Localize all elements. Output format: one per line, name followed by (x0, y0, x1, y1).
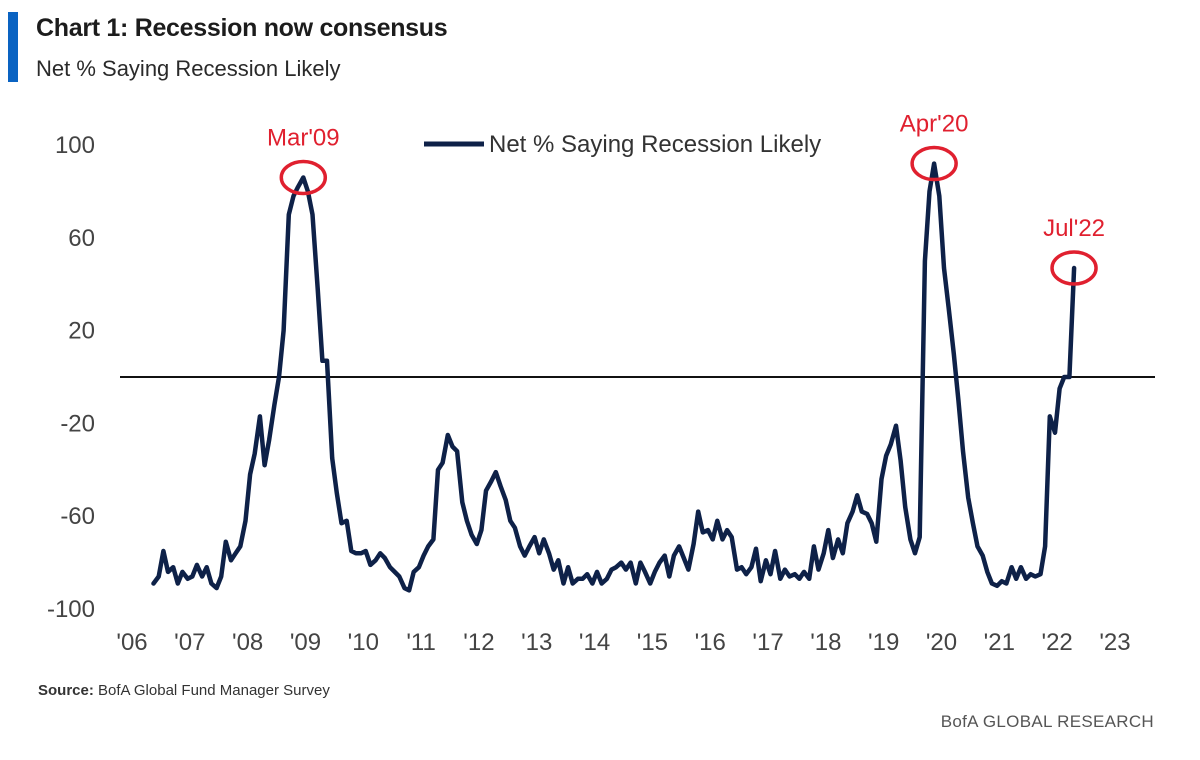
annotation-circle (1050, 250, 1098, 286)
x-tick-label: '14 (579, 629, 610, 656)
x-tick-label: '10 (348, 629, 379, 656)
annotation-circle (279, 159, 328, 196)
y-tick-label: -20 (60, 410, 95, 437)
x-tick-label: '21 (984, 629, 1015, 656)
x-axis-ticks: '06 '07 '08 '09 '10 '11 '12 '13 '14 '15 '16 '17 '18 '… (116, 629, 1130, 656)
y-tick-label: -100 (47, 596, 95, 623)
source-label: Source: (38, 682, 94, 699)
x-tick-label: '08 (232, 629, 263, 656)
x-tick-label: '20 (926, 629, 957, 656)
y-tick-label: -60 (60, 503, 95, 530)
x-tick-label: '23 (1099, 629, 1130, 656)
x-tick-label: '12 (463, 629, 494, 656)
y-tick-label: 20 (68, 318, 95, 345)
x-tick-label: '16 (695, 629, 726, 656)
brand-label: BofA GLOBAL RESEARCH (940, 712, 1154, 731)
peak-annotations: Mar'09 Apr'20 Jul'22 (267, 111, 1105, 286)
x-tick-label: '11 (406, 629, 436, 656)
series-line-net-recession-likely (151, 161, 1077, 593)
source-note: Source: BofA Global Fund Manager Survey (38, 682, 330, 699)
x-tick-label: '13 (521, 629, 552, 656)
legend: Net % Saying Recession Likely (424, 131, 821, 158)
y-tick-label: 100 (55, 132, 95, 159)
y-tick-label: 60 (68, 225, 95, 252)
chart-subtitle: Net % Saying Recession Likely (36, 56, 341, 81)
x-tick-label: '18 (810, 629, 841, 656)
title-accent-bar (8, 12, 18, 82)
annotation-label: Apr'20 (900, 111, 969, 138)
x-tick-label: '07 (174, 629, 205, 656)
annotation-label: Mar'09 (267, 124, 340, 151)
chart-title: Chart 1: Recession now consensus (36, 14, 448, 42)
x-tick-label: '22 (1041, 629, 1072, 656)
source-text: BofA Global Fund Manager Survey (98, 682, 330, 699)
annotation-circle (910, 145, 958, 182)
y-axis-ticks: 100 60 20 -20 -60 -100 (47, 132, 95, 623)
x-tick-label: '19 (868, 629, 899, 656)
legend-label: Net % Saying Recession Likely (489, 131, 821, 158)
x-tick-label: '06 (116, 629, 147, 656)
x-tick-label: '09 (290, 629, 321, 656)
x-tick-label: '15 (637, 629, 668, 656)
x-tick-label: '17 (752, 629, 783, 656)
annotation-label: Jul'22 (1043, 215, 1105, 242)
